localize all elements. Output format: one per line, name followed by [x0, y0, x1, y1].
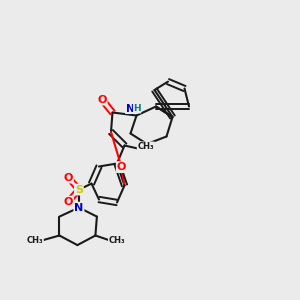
Text: CH₃: CH₃	[109, 236, 125, 245]
Text: O: O	[117, 162, 126, 172]
Text: S: S	[75, 184, 83, 195]
Text: O: O	[64, 196, 73, 207]
Text: H: H	[133, 104, 141, 113]
Text: CH₃: CH₃	[137, 142, 154, 151]
Text: N: N	[74, 202, 83, 213]
Text: N: N	[125, 103, 134, 114]
Text: O: O	[64, 172, 73, 183]
Text: O: O	[97, 94, 107, 105]
Text: CH₃: CH₃	[26, 236, 43, 245]
